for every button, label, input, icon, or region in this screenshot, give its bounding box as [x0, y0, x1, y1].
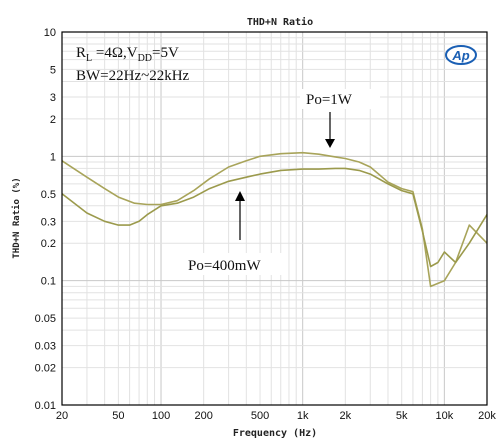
- series-line-po-400mw: [61, 167, 488, 268]
- y-tick-label: 0.1: [41, 276, 56, 288]
- annotation-1w: Po=1W: [300, 89, 380, 148]
- series-line-po-1w: [61, 151, 488, 288]
- y-axis-label: THD+N Ratio (%): [11, 177, 22, 258]
- x-tick-label: 20k: [478, 410, 496, 422]
- ap-logo-icon: Ap: [445, 45, 477, 65]
- x-tick-label: 10k: [435, 410, 453, 422]
- x-tick-label: 50: [112, 410, 124, 422]
- plot-series: [61, 151, 488, 288]
- x-axis-label: Frequency (Hz): [233, 428, 317, 439]
- x-tick-label: 5k: [396, 410, 408, 422]
- condition-line-1: RL =4Ω,VDD=5V: [76, 45, 179, 64]
- y-tick-label: 10: [44, 27, 56, 39]
- y-tick-label: 5: [50, 64, 56, 76]
- x-tick-labels: 20 50 100 200 500 1k 2k 5k 10k 20k: [56, 410, 496, 422]
- x-tick-label: 100: [152, 410, 170, 422]
- x-tick-label: 500: [251, 410, 269, 422]
- y-tick-label: 1: [50, 151, 56, 163]
- y-tick-labels: 10 5 3 2 1 0.5 0.3 0.2 0.1 0.05 0.03 0.02 0.01: [35, 27, 56, 412]
- y-tick-label: 0.03: [35, 341, 56, 353]
- svg-text:Ap: Ap: [451, 48, 469, 63]
- y-tick-label: 0.2: [41, 238, 56, 250]
- plot-grid: [62, 32, 487, 405]
- y-tick-label: 2: [50, 114, 56, 126]
- x-tick-label: 1k: [297, 410, 309, 422]
- svg-text:Po=400mW: Po=400mW: [188, 258, 261, 274]
- y-tick-label: 0.3: [41, 216, 56, 228]
- condition-line-2: BW=22Hz~22kHz: [76, 68, 190, 84]
- arrowhead-down-icon: [325, 139, 335, 148]
- y-tick-label: 0.05: [35, 313, 56, 325]
- svg-text:Po=1W: Po=1W: [306, 92, 353, 108]
- y-tick-label: 0.01: [35, 400, 56, 412]
- annotation-400mw: Po=400mW: [184, 191, 284, 275]
- x-tick-label: 2k: [340, 410, 352, 422]
- x-tick-label: 20: [56, 410, 68, 422]
- y-tick-label: 3: [50, 92, 56, 104]
- arrowhead-up-icon: [235, 191, 245, 201]
- x-tick-label: 200: [194, 410, 212, 422]
- y-tick-label: 0.5: [41, 189, 56, 201]
- chart-title: THD+N Ratio: [247, 16, 313, 28]
- y-tick-label: 0.02: [35, 363, 56, 375]
- plot-frame: [61, 31, 488, 406]
